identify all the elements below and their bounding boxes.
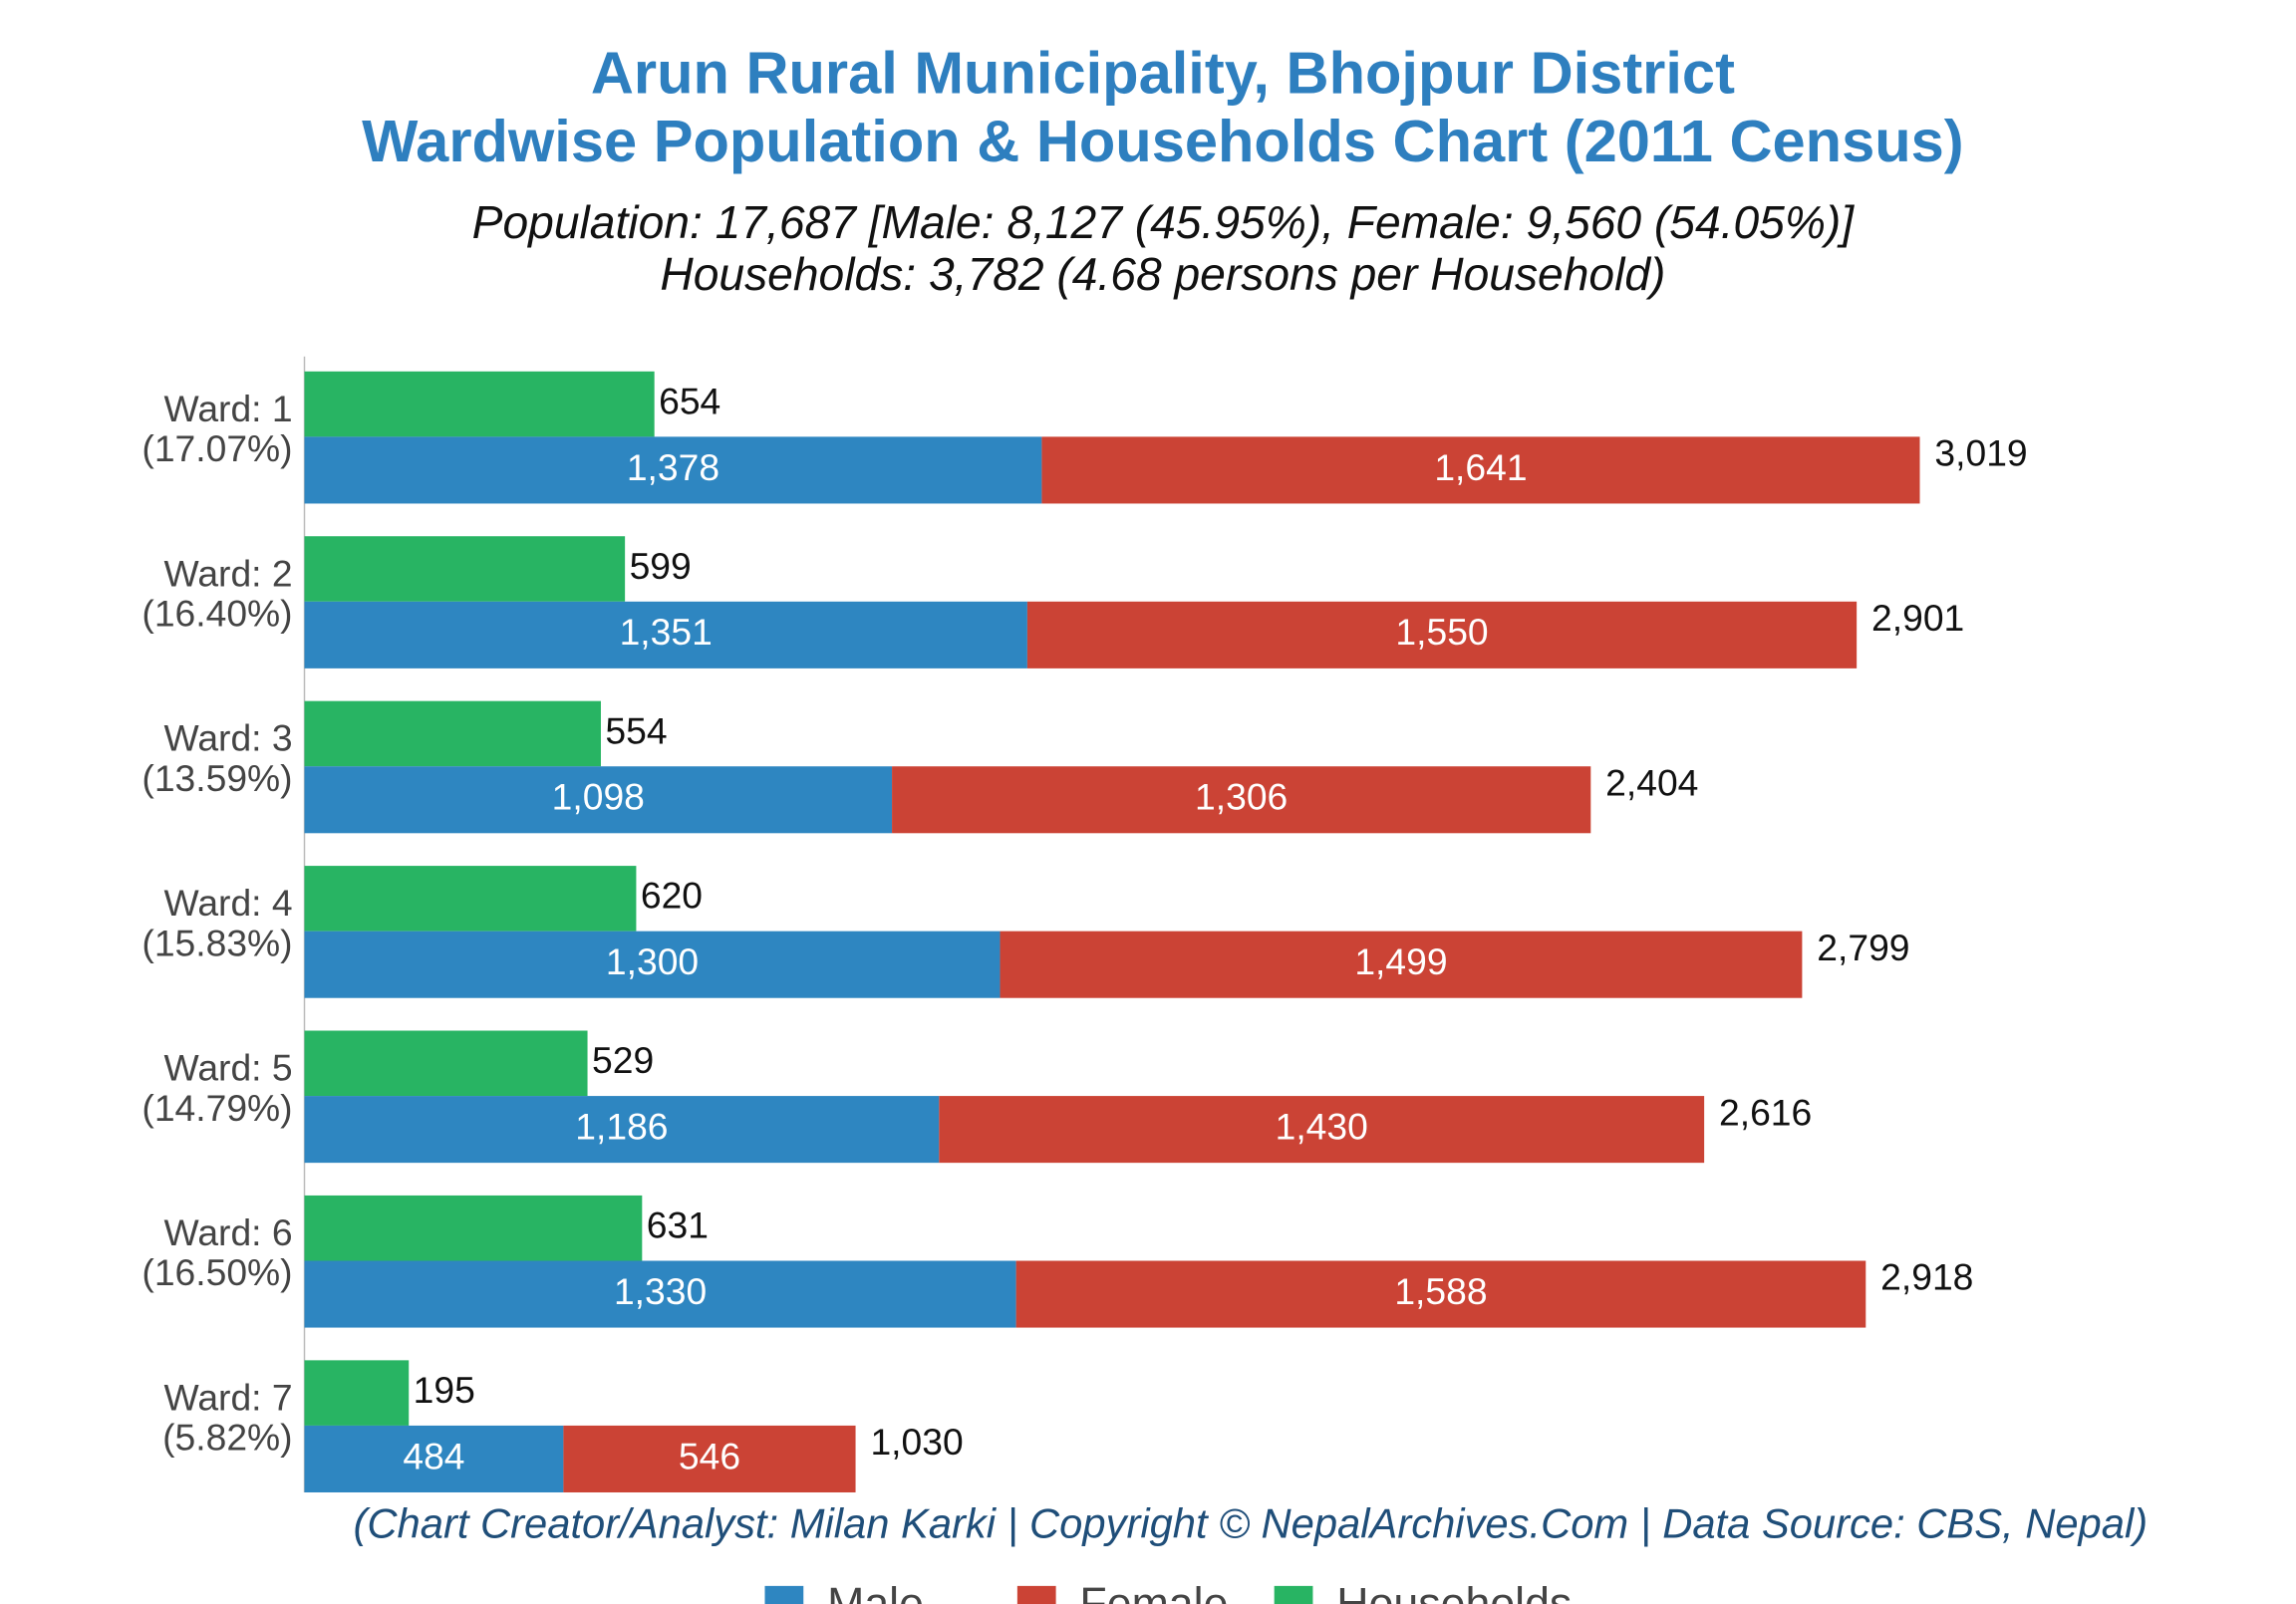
data-label: 554 <box>605 709 667 751</box>
data-label: 599 <box>630 545 692 587</box>
legend-label: Female <box>1079 1580 1228 1604</box>
bar <box>304 766 893 834</box>
total-label: 2,799 <box>1817 927 1909 968</box>
y-tick-label: Ward: 2 <box>164 552 293 594</box>
total-label: 1,030 <box>870 1421 963 1463</box>
y-tick-label: Ward: 3 <box>164 717 293 759</box>
data-label: 1,098 <box>552 776 645 818</box>
data-label: 1,351 <box>620 611 713 653</box>
chart-title: Wardwise Population & Households Chart (… <box>362 108 1964 174</box>
legend-label: Households <box>1336 1580 1572 1604</box>
total-label: 3,019 <box>1934 432 2027 474</box>
bar <box>304 1195 643 1261</box>
y-tick-label: Ward: 7 <box>164 1376 293 1418</box>
bar <box>304 866 637 932</box>
chart-subtitle: Households: 3,782 (4.68 persons per Hous… <box>660 248 1665 300</box>
bar <box>939 1096 1705 1164</box>
y-tick-label: Ward: 1 <box>164 388 293 429</box>
data-label: 631 <box>647 1204 709 1246</box>
bar <box>1041 436 1920 504</box>
data-label: 1,550 <box>1395 611 1488 653</box>
data-label: 1,641 <box>1434 446 1527 488</box>
bar <box>1026 601 1858 668</box>
data-label: 1,300 <box>606 940 699 982</box>
bar <box>304 436 1042 504</box>
data-label: 484 <box>403 1435 464 1476</box>
data-label: 195 <box>414 1369 475 1411</box>
y-tick-label: (13.59%) <box>142 757 292 799</box>
data-label: 1,330 <box>614 1270 707 1312</box>
bar <box>304 931 1001 998</box>
y-tick-label: Ward: 4 <box>164 882 293 924</box>
bar <box>1015 1260 1866 1328</box>
data-label: 529 <box>592 1039 654 1081</box>
chart-title: Arun Rural Municipality, Bhojpur Distric… <box>591 39 1735 106</box>
data-label: 1,306 <box>1195 776 1288 818</box>
y-tick-label: (17.07%) <box>142 427 292 469</box>
bar <box>1000 931 1803 998</box>
bar <box>304 1096 940 1164</box>
bar <box>563 1425 856 1492</box>
data-label: 1,499 <box>1354 940 1447 982</box>
y-tick-label: (5.82%) <box>162 1417 292 1459</box>
data-label: 1,588 <box>1394 1270 1487 1312</box>
credit: (Chart Creator/Analyst: Milan Karki | Co… <box>354 1499 2149 1547</box>
legend-swatch <box>764 1585 804 1604</box>
bar <box>304 371 655 437</box>
total-label: 2,901 <box>1871 597 1964 639</box>
y-tick-label: (16.50%) <box>142 1251 292 1293</box>
y-tick-label: Ward: 5 <box>164 1047 293 1089</box>
bar <box>304 1260 1016 1328</box>
total-label: 2,918 <box>1880 1256 1973 1298</box>
total-label: 2,404 <box>1605 761 1698 803</box>
legend-swatch <box>1274 1585 1313 1604</box>
data-label: 1,378 <box>627 446 719 488</box>
y-tick-label: (16.40%) <box>142 593 292 635</box>
y-tick-label: Ward: 6 <box>164 1211 293 1253</box>
data-label: 654 <box>659 380 720 421</box>
data-label: 1,430 <box>1276 1105 1368 1147</box>
bar <box>892 766 1591 834</box>
total-label: 2,616 <box>1719 1091 1812 1133</box>
legend-swatch <box>1016 1585 1056 1604</box>
bar <box>304 1030 588 1097</box>
bar <box>304 1360 410 1426</box>
bar <box>304 601 1027 668</box>
bar <box>304 536 626 602</box>
bar <box>304 1425 564 1492</box>
data-label: 546 <box>679 1435 740 1476</box>
y-tick-label: (15.83%) <box>142 922 292 963</box>
data-label: 1,186 <box>575 1105 668 1147</box>
data-label: 620 <box>641 875 703 917</box>
chart-subtitle: Population: 17,687 [Male: 8,127 (45.95%)… <box>472 196 1856 248</box>
legend-label: Male <box>827 1580 924 1604</box>
bar <box>304 700 601 767</box>
y-tick-label: (14.79%) <box>142 1087 292 1129</box>
